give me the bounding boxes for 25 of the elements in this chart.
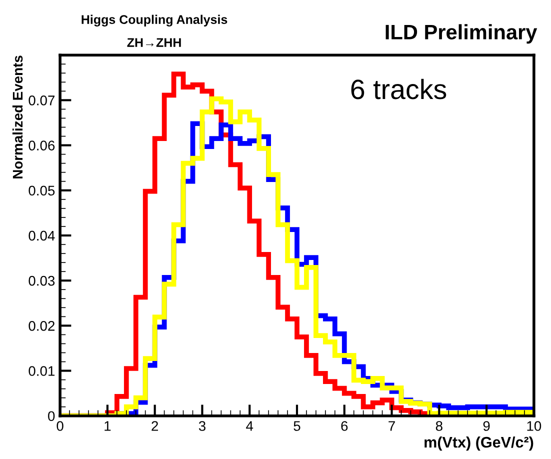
text: ZH→ZHH: [127, 38, 181, 47]
y-tick-label: 0.01: [28, 366, 55, 376]
y-tick-label: 0.04: [28, 230, 55, 241]
y-tick-label: 0.06: [28, 140, 55, 150]
x-tick-label: 7: [388, 421, 395, 431]
x-tick-label: 4: [246, 421, 254, 431]
x-tick-label: 6: [341, 421, 348, 431]
x-tick-label: 5: [294, 421, 300, 431]
x-tick-label: 8: [436, 421, 442, 431]
y-tick-label: 0: [48, 411, 55, 422]
text: Higgs Coupling Analysis: [82, 14, 228, 27]
y-tick-label: 0.07: [28, 96, 55, 106]
x-tick-label: 9: [483, 421, 490, 431]
annotation: 6 tracks: [351, 78, 446, 100]
x-axis-title: m(Vtx) (GeV/c²): [424, 436, 534, 451]
x-tick-label: 3: [198, 421, 206, 431]
x-tick-label: 10: [527, 421, 542, 431]
y-axis-title: Normalized Events: [12, 56, 23, 178]
x-tick-label: 2: [152, 421, 158, 431]
y-tick-label: 0.05: [28, 186, 55, 196]
chart-title: ILD Preliminary: [386, 24, 538, 44]
x-tick-label: 0: [56, 421, 64, 431]
y-tick-label: 0.02: [28, 320, 55, 331]
y-tick-label: 0.03: [28, 276, 55, 286]
x-tick-label: 1: [104, 421, 111, 431]
